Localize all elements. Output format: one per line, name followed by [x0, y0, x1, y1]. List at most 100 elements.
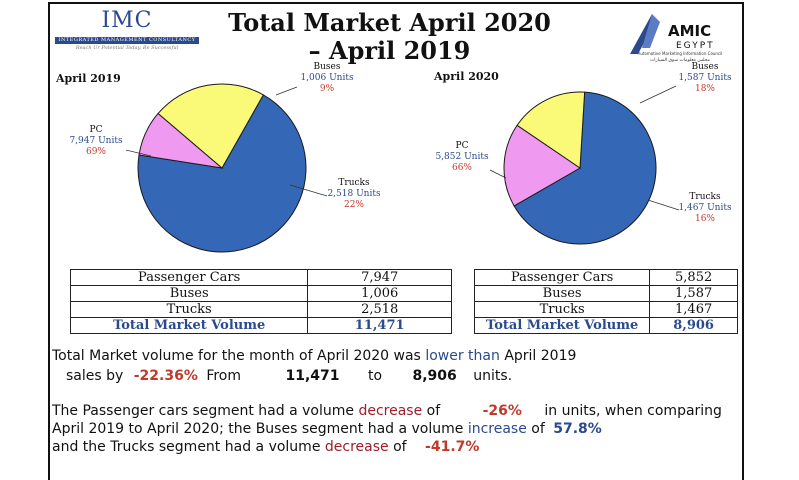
- summary-text: to: [367, 368, 383, 384]
- pie-slice-pc: [137, 94, 307, 253]
- summary-value-2020: 8,906: [412, 368, 457, 384]
- summary-text: April 2019 to April 2020; the Buses segm…: [52, 421, 464, 437]
- table-cell-label: Passenger Cars: [473, 269, 651, 286]
- totals-table-2019: Passenger Cars 7,947 Buses 1,006 Trucks 2,518…: [69, 269, 452, 334]
- summary-text: Total Market volume for the month of Apr…: [52, 348, 421, 364]
- table-total-label: Total Market Volume: [473, 317, 651, 334]
- pie-slice-units: 5,852 Units: [435, 152, 489, 162]
- pie-slice-label: Buses: [692, 62, 719, 72]
- summary-text: of: [426, 403, 441, 419]
- table-row: Trucks 1,467: [473, 301, 738, 318]
- table-cell-label: Passenger Cars: [69, 269, 309, 286]
- pie-slice-percent: 18%: [695, 84, 715, 94]
- pie-slice-label: PC: [90, 125, 103, 135]
- summary-change-pct: -22.36%: [133, 368, 198, 384]
- table-row: Passenger Cars 5,852: [473, 269, 738, 286]
- summary-text: of: [531, 421, 545, 437]
- summary-trucks-change-pct: -41.7%: [425, 439, 480, 455]
- amic-logo-subtitle: Automotive Marketing Information Council: [638, 51, 723, 56]
- pie-slice-percent: 66%: [452, 163, 472, 173]
- pie-leader-line: [289, 184, 328, 197]
- pie-leader-line: [647, 199, 680, 211]
- pie-slice-trucks: [157, 83, 265, 169]
- table-cell-value: 5,852: [649, 269, 738, 286]
- table-cell-label: Trucks: [69, 301, 309, 318]
- pie-leader-line: [489, 169, 507, 179]
- pie-slice-trucks: [516, 91, 586, 169]
- amic-logo-arabic: مجلس معلومات سوق السيارات: [650, 58, 710, 63]
- summary-line-1: Total Market volume for the month of Apr…: [52, 348, 576, 364]
- summary-text: of: [393, 439, 407, 455]
- summary-text: sales by: [66, 368, 124, 384]
- table-cell-label: Buses: [69, 285, 309, 302]
- pie-chart-title: April 2020: [433, 70, 499, 83]
- page-title-line1: Total Market April 2020: [228, 8, 551, 37]
- pie-leader-line: [639, 85, 677, 104]
- summary-lower-than: lower than: [425, 348, 500, 364]
- pie-slice-units: 7,947 Units: [69, 136, 123, 146]
- summary-increase-word: increase: [467, 421, 527, 437]
- pie-slice-percent: 22%: [344, 200, 364, 210]
- table-total-label: Total Market Volume: [69, 317, 309, 334]
- summary-text: April 2019: [504, 348, 577, 364]
- summary-value-2019: 11,471: [285, 368, 340, 384]
- table-cell-value: 1,006: [307, 285, 452, 302]
- pie-slice-percent: 69%: [86, 147, 106, 157]
- slide-frame-top: [48, 2, 744, 4]
- summary-line-4: April 2019 to April 2020; the Buses segm…: [52, 421, 602, 437]
- slide-frame-right: [742, 2, 744, 480]
- table-cell-value: 1,587: [649, 285, 738, 302]
- summary-text: The Passenger cars segment had a volume: [52, 403, 354, 419]
- table-total-row: Total Market Volume 11,471: [69, 317, 452, 334]
- pie-slice-label: PC: [456, 141, 469, 151]
- amic-logo: AMIC EGYPT Automotive Marketing Informat…: [630, 14, 723, 63]
- table-cell-label: Buses: [473, 285, 651, 302]
- table-row: Buses 1,587: [473, 285, 738, 302]
- summary-decrease-word: decrease: [358, 403, 423, 419]
- pie-slice-percent: 16%: [695, 214, 715, 224]
- pie-slice-percent: 9%: [320, 84, 335, 94]
- pie-slice-label: Trucks: [338, 178, 370, 188]
- pie-slice-units: 2,518 Units: [327, 189, 381, 199]
- pie-slice-label: Buses: [314, 62, 341, 72]
- page-title-line2: – April 2019: [308, 36, 471, 65]
- pie-leader-line: [275, 86, 298, 96]
- pie-slice-units: 1,587 Units: [678, 73, 732, 83]
- pie-slice-pc: [513, 91, 657, 245]
- amic-logo-name: AMIC: [668, 22, 711, 40]
- pie-slice-units: 1,467 Units: [678, 203, 732, 213]
- totals-table-2020: Passenger Cars 5,852 Buses 1,587 Trucks 1,467…: [473, 269, 738, 334]
- table-total-row: Total Market Volume 8,906: [473, 317, 738, 334]
- imc-logo-bar: INTEGRATED MANAGEMENT CONSULTANCY: [55, 37, 199, 44]
- table-row: Passenger Cars 7,947: [69, 269, 452, 286]
- imc-logo-tagline: Reach Ur Potential Today, Be Successful: [75, 45, 179, 51]
- summary-line-3: The Passenger cars segment had a volume …: [52, 403, 722, 419]
- table-total-value: 8,906: [649, 317, 738, 334]
- pie-leader-line: [125, 149, 152, 157]
- imc-logo-name: IMC: [101, 8, 153, 33]
- table-total-value: 11,471: [307, 317, 452, 334]
- table-row: Buses 1,006: [69, 285, 452, 302]
- table-cell-value: 7,947: [307, 269, 452, 286]
- summary-line-2: sales by -22.36% From 11,471 to 8,906 un…: [66, 368, 512, 384]
- slide-frame-left: [48, 2, 50, 480]
- summary-buses-change-pct: 57.8%: [553, 421, 602, 437]
- pie-chart-title: April 2019: [55, 72, 121, 85]
- table-row: Trucks 2,518: [69, 301, 452, 318]
- pie-slice-units: 1,006 Units: [300, 73, 354, 83]
- summary-line-5: and the Trucks segment had a volume decr…: [52, 439, 479, 455]
- summary-pc-change-pct: -26%: [482, 403, 522, 419]
- amic-logo-a-mark-light: [642, 14, 660, 48]
- summary-text: From: [206, 368, 242, 384]
- amic-logo-country: EGYPT: [676, 41, 715, 51]
- pie-slice-buses: [503, 124, 581, 207]
- amic-logo-a-mark: [630, 14, 652, 54]
- imc-logo: IMC INTEGRATED MANAGEMENT CONSULTANCY Re…: [53, 8, 201, 52]
- summary-text: and the Trucks segment had a volume: [52, 439, 321, 455]
- summary-text: units.: [473, 368, 513, 384]
- summary-text: in units, when comparing: [544, 403, 722, 419]
- table-cell-label: Trucks: [473, 301, 651, 318]
